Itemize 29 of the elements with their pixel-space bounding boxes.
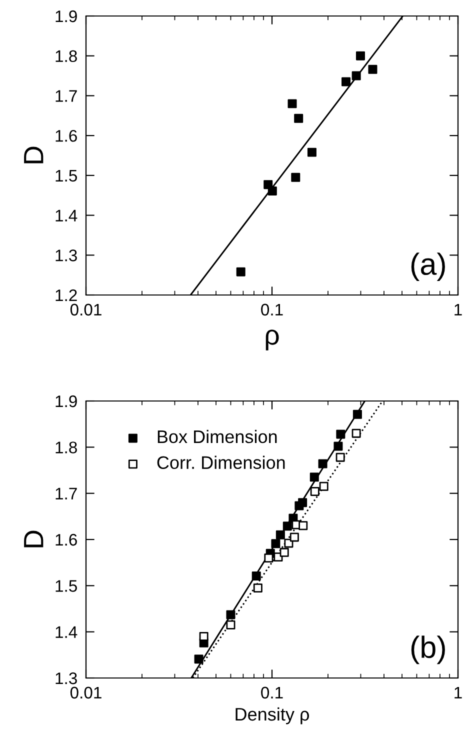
y-axis-title: D [24, 530, 44, 548]
y-tick-label: 1.3 [56, 672, 77, 684]
x-axis-title: ρ [266, 330, 279, 350]
legend-label: Box Dimension [158, 430, 277, 444]
y-tick-label: 1.6 [56, 130, 77, 142]
y-tick-label: 1.5 [56, 580, 77, 592]
y-tick-label: 1.7 [56, 90, 77, 102]
y-axis-title: D [24, 146, 44, 164]
y-tick-label: 1.4 [56, 626, 78, 638]
y-tick-label: 1.7 [56, 488, 77, 500]
x-tick-label: 0.01 [70, 686, 102, 699]
x-axis-title: Density ρ [236, 707, 310, 724]
y-tick-label: 1.2 [56, 289, 77, 302]
x-tick-label: 1 [454, 686, 462, 698]
x-tick-label: 0.1 [261, 304, 283, 316]
y-tick-label: 1.5 [56, 170, 77, 182]
y-tick-label: 1.9 [56, 395, 77, 408]
x-tick-label: 1 [454, 304, 462, 316]
annotation: (a) [411, 252, 445, 282]
y-tick-label: 1.6 [56, 534, 77, 546]
y-tick-label: 1.9 [56, 10, 77, 22]
y-tick-label: 1.3 [56, 250, 77, 262]
y-tick-label: 1.4 [56, 210, 78, 222]
annotation: (b) [411, 636, 445, 664]
y-tick-label: 1.8 [56, 50, 77, 62]
x-tick-label: 0.1 [261, 686, 283, 699]
y-tick-label: 1.8 [56, 442, 77, 454]
x-tick-label: 0.01 [70, 304, 102, 316]
legend-label: Corr. Dimension [157, 456, 285, 470]
